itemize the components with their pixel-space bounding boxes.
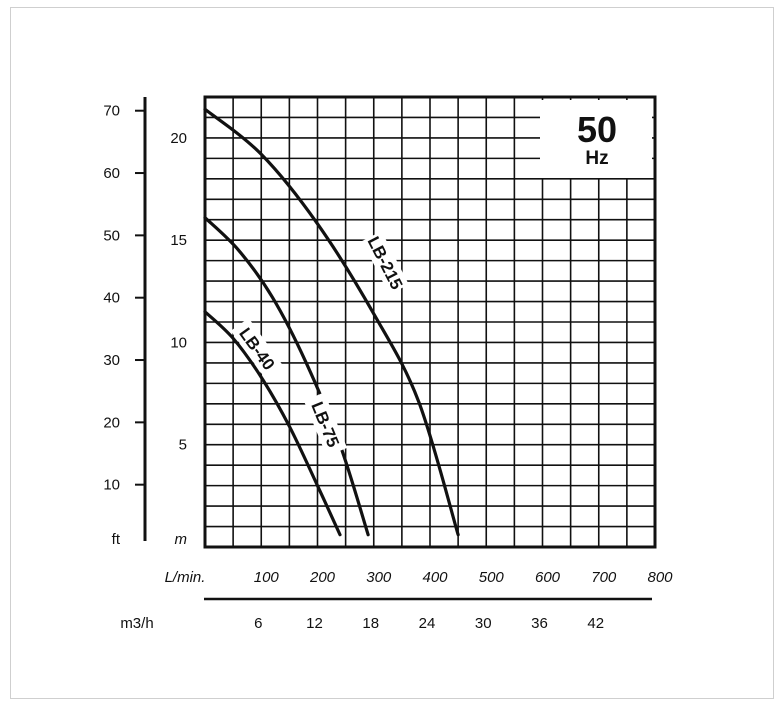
- y-axis-ft-tick-label: 20: [103, 414, 120, 431]
- x-axis-m3h-tick-label: 30: [475, 615, 492, 632]
- x-axis-lmin-tick-label: 100: [254, 569, 280, 586]
- y-axis-ft-unit: ft: [112, 531, 121, 548]
- curve-lb-215: [203, 107, 460, 537]
- y-axis-ft-tick-label: 50: [103, 227, 120, 244]
- x-axis-m3h-tick-label: 18: [362, 615, 379, 632]
- x-axis-lmin-tick-label: 800: [647, 569, 673, 586]
- frequency-badge: [540, 100, 652, 178]
- y-axis-m-tick-label: 5: [179, 437, 187, 454]
- x-axis-lmin-tick-label: 700: [591, 569, 617, 586]
- y-axis-ft-tick-label: 30: [103, 352, 120, 369]
- x-axis-lmin-unit: L/min.: [165, 569, 206, 586]
- x-axis-lmin-tick-label: 300: [366, 569, 392, 586]
- curve-lb-75: [203, 216, 370, 537]
- x-axis-m3h-tick-label: 6: [254, 615, 262, 632]
- x-axis-m3h-unit: m3/h: [120, 615, 153, 632]
- x-axis-lmin-tick-label: 200: [309, 569, 336, 586]
- x-axis-lmin-tick-label: 600: [535, 569, 561, 586]
- tick-labels: 10 20 30 40 50 60 70 5 10 15 20 100 200 300 400 500 600 7…: [103, 103, 673, 632]
- frequency-value: 50: [577, 109, 617, 150]
- curve-lb-40: [203, 310, 342, 537]
- chart-grid: [205, 97, 655, 547]
- x-axis-lmin-tick-label: 400: [422, 569, 448, 586]
- y-axis-m-tick-label: 15: [170, 232, 187, 249]
- y-axis-ft-tick-label: 10: [103, 477, 120, 494]
- x-axis-m3h-tick-label: 36: [531, 615, 548, 632]
- curve-label-background: [230, 318, 284, 380]
- y-axis-ft-tick-label: 40: [103, 290, 120, 307]
- frequency-unit: Hz: [585, 148, 608, 169]
- y-axis-ft-tick-label: 70: [103, 103, 120, 120]
- curve-label-background: [303, 392, 348, 457]
- y-axis-ft-tick-label: 60: [103, 165, 120, 182]
- curve-label-background: [361, 231, 409, 295]
- y-axis-m-unit: m: [175, 531, 188, 548]
- curve-label-lb-215: LB-215: [364, 233, 407, 292]
- plot-border: [203, 95, 657, 549]
- y-axis-m-tick-label: 10: [170, 334, 187, 351]
- x-axis-lmin-tick-label: 500: [479, 569, 505, 586]
- x-axis-m3h-tick-label: 12: [306, 615, 323, 632]
- x-axis-m3h-tick-label: 42: [587, 615, 604, 632]
- x-axis-m3h-tick-label: 24: [419, 615, 436, 632]
- y-axis-m-tick-label: 20: [170, 130, 187, 147]
